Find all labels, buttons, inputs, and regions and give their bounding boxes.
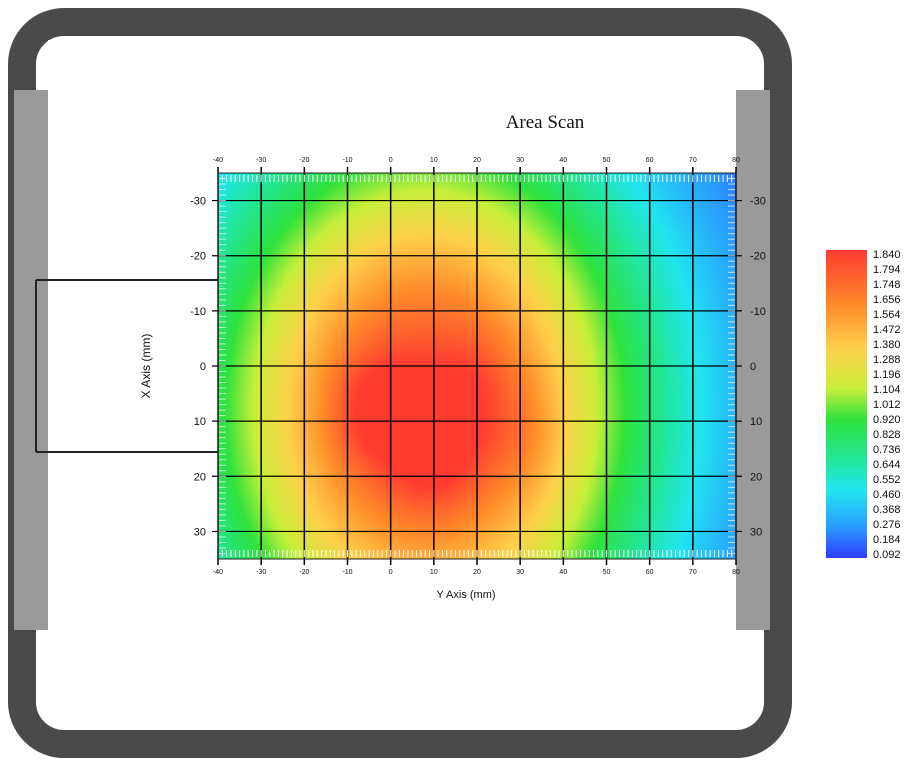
- color-bar-label: 0.092: [873, 549, 901, 561]
- x-tick-label-bottom: 30: [516, 569, 524, 576]
- color-bar-label: 0.828: [873, 429, 901, 441]
- x-axis-label: Y Axis (mm): [436, 589, 495, 601]
- plot-border: [217, 172, 737, 560]
- x-tick-label-bottom: 10: [430, 569, 438, 576]
- y-tick-label-left: -30: [190, 196, 206, 208]
- x-tick-label-bottom: -20: [299, 569, 309, 576]
- color-bar-label: 1.794: [873, 264, 901, 276]
- x-tick-label-bottom: 0: [389, 569, 393, 576]
- color-bar-label: 0.644: [873, 459, 901, 471]
- left-side-bar: [14, 90, 48, 630]
- color-bar: [826, 250, 867, 558]
- plot-area: [212, 167, 742, 565]
- x-tick-label-top: 10: [430, 157, 438, 164]
- y-tick-label-right: 10: [750, 416, 762, 428]
- color-bar-label: 1.012: [873, 399, 901, 411]
- x-tick-label-top: 40: [559, 157, 567, 164]
- y-tick-label-right: -30: [750, 196, 766, 208]
- color-bar-label: 1.748: [873, 279, 901, 291]
- y-tick-label-right: -10: [750, 306, 766, 318]
- x-tick-label-bottom: -30: [256, 569, 266, 576]
- y-tick-label-left: -10: [190, 306, 206, 318]
- y-axis-label: X Axis (mm): [139, 334, 153, 399]
- grid-lines: [212, 167, 742, 565]
- color-bar-label: 1.840: [873, 249, 901, 261]
- color-bar-label: 1.288: [873, 354, 901, 366]
- color-bar-label: 1.656: [873, 294, 901, 306]
- x-tick-label-top: 0: [389, 157, 393, 164]
- color-bar-label: 0.460: [873, 489, 901, 501]
- color-bar-label: 0.920: [873, 414, 901, 426]
- y-tick-labels-right: -30 -20 -10 0 10 20 30: [750, 196, 766, 539]
- y-tick-label-left: 0: [200, 361, 206, 373]
- color-bar-label: 0.552: [873, 474, 901, 486]
- x-tick-label-top: -30: [256, 157, 266, 164]
- x-tick-label-top: 30: [516, 157, 524, 164]
- y-tick-label-right: 0: [750, 361, 756, 373]
- y-tick-label-right: 20: [750, 471, 762, 483]
- x-tick-label-bottom: -40: [213, 569, 223, 576]
- x-tick-label-bottom: 60: [646, 569, 654, 576]
- color-bar-label: 0.276: [873, 519, 901, 531]
- y-tick-label-left: -20: [190, 251, 206, 263]
- color-bar-labels: 1.840 1.794 1.748 1.656 1.564 1.472 1.380 1.288…: [873, 249, 901, 561]
- x-tick-label-top: 80: [732, 157, 740, 164]
- color-bar-label: 1.472: [873, 324, 901, 336]
- x-tick-label-bottom: 50: [603, 569, 611, 576]
- y-tick-labels-left: -30 -20 -10 0 10 20 30: [190, 196, 206, 539]
- x-tick-label-bottom: 20: [473, 569, 481, 576]
- x-tick-label-bottom: 70: [689, 569, 697, 576]
- color-legend: 1.840 1.794 1.748 1.656 1.564 1.472 1.380 1.288…: [826, 249, 901, 561]
- x-tick-label-top: 60: [646, 157, 654, 164]
- x-tick-label-bottom: 80: [732, 569, 740, 576]
- color-bar-label: 0.368: [873, 504, 901, 516]
- y-tick-label-right: -20: [750, 251, 766, 263]
- y-tick-label-left: 10: [194, 416, 206, 428]
- x-tick-labels-bottom: -40 -30 -20 -10 0 10 20 30 40 50 60 70 80: [213, 569, 740, 576]
- color-bar-label: 1.564: [873, 309, 901, 321]
- color-bar-label: 1.196: [873, 369, 901, 381]
- color-bar-label: 1.104: [873, 384, 901, 396]
- x-tick-label-top: 50: [603, 157, 611, 164]
- right-side-bar: [736, 90, 770, 630]
- y-tick-label-left: 30: [194, 526, 206, 538]
- y-tick-label-right: 30: [750, 526, 762, 538]
- x-tick-label-top: 70: [689, 157, 697, 164]
- x-tick-labels-top: -40 -30 -20 -10 0 10 20 30 40 50 60 70 80: [213, 157, 740, 164]
- x-tick-label-bottom: -10: [342, 569, 352, 576]
- x-tick-label-top: -10: [342, 157, 352, 164]
- x-tick-label-top: -40: [213, 157, 223, 164]
- y-tick-label-left: 20: [194, 471, 206, 483]
- x-tick-label-top: -20: [299, 157, 309, 164]
- x-tick-label-top: 20: [473, 157, 481, 164]
- color-bar-label: 1.380: [873, 339, 901, 351]
- color-bar-label: 0.736: [873, 444, 901, 456]
- color-bar-label: 0.184: [873, 534, 901, 546]
- chart-title: Area Scan: [506, 112, 585, 133]
- x-tick-label-bottom: 40: [559, 569, 567, 576]
